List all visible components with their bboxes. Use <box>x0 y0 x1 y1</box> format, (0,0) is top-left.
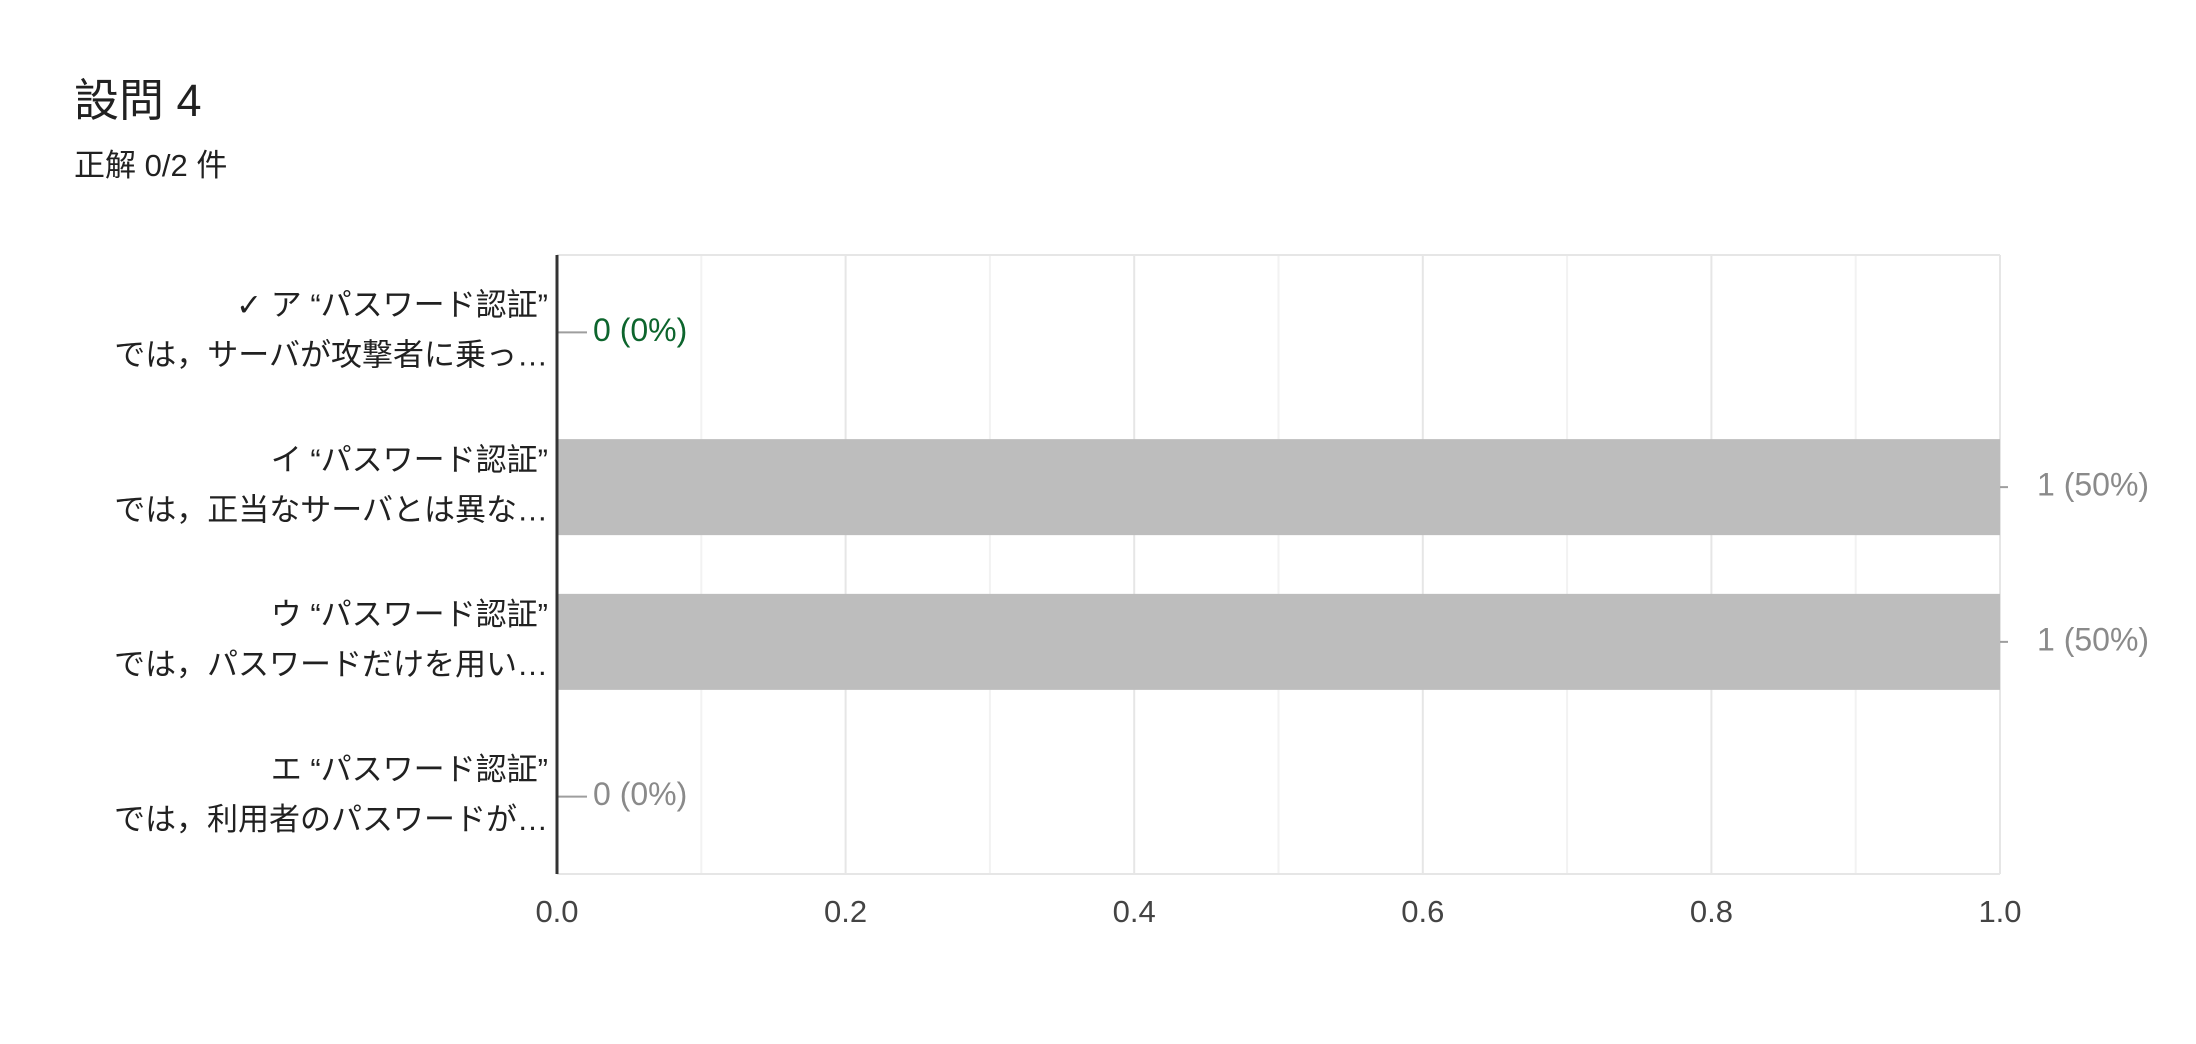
x-tick-label: 0.6 <box>1401 894 1444 929</box>
x-tick-label: 0.8 <box>1690 894 1733 929</box>
y-tick-label: ✓ ア “パスワード認証” <box>236 288 548 323</box>
y-tick-label: ウ “パスワード認証” <box>271 597 548 632</box>
y-tick-label: イ “パスワード認証” <box>271 442 548 477</box>
value-label: 0 (0%) <box>593 776 687 812</box>
bar <box>557 593 2000 690</box>
y-tick-label: では，パスワードだけを用い… <box>114 647 548 682</box>
bar <box>557 439 2000 536</box>
chart-title: 設問 4 <box>74 75 202 126</box>
value-label: 1 (50%) <box>2037 621 2149 657</box>
x-tick-label: 0.4 <box>1113 894 1156 929</box>
y-tick-label: では，利用者のパスワードが… <box>114 802 548 837</box>
x-tick-label: 0.2 <box>824 894 867 929</box>
value-label: 0 (0%) <box>593 312 687 348</box>
y-tick-label: では，サーバが攻撃者に乗っ… <box>114 338 548 373</box>
y-tick-label: では，正当なサーバとは異な… <box>114 492 548 527</box>
x-tick-label: 1.0 <box>1978 894 2021 929</box>
chart-subtitle: 正解 0/2 件 <box>74 148 227 183</box>
value-label: 1 (50%) <box>2037 467 2149 503</box>
x-tick-label: 0.0 <box>535 894 578 929</box>
y-tick-label: エ “パスワード認証” <box>271 752 548 787</box>
